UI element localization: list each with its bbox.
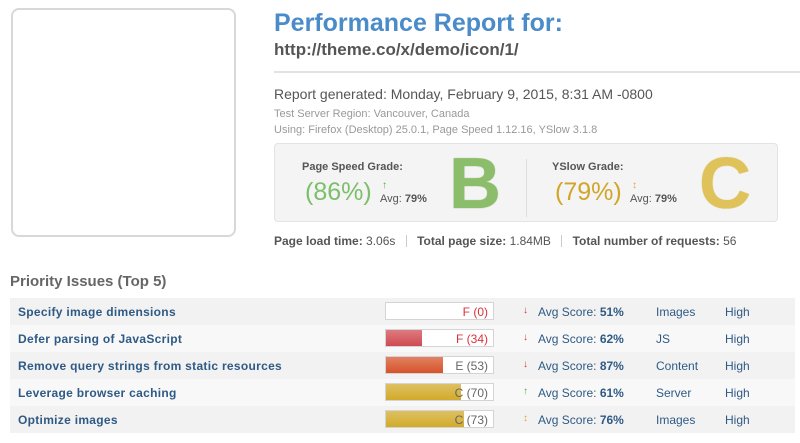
issue-type: Content — [656, 359, 699, 373]
grade-bar-fill — [386, 384, 461, 400]
report-generated: Report generated: Monday, February 9, 20… — [274, 86, 653, 102]
requests-value: 56 — [723, 234, 737, 248]
yslow-letter-grade: C — [699, 144, 751, 224]
page-stats: Page load time: 3.06s Total page size: 1… — [274, 234, 736, 248]
yslow-label: YSlow Grade: — [552, 161, 624, 173]
requests-label: Total number of requests: — [572, 234, 720, 248]
grade-bar: C (73) — [385, 410, 494, 428]
issue-type: JS — [656, 332, 671, 346]
grade-bar-fill — [386, 330, 423, 346]
grade-bar: C (70) — [385, 383, 494, 401]
grade-score: F (34) — [455, 332, 488, 346]
issue-row[interactable]: Leverage browser caching C (70) ↑ Avg Sc… — [10, 379, 795, 406]
trend-up-icon: ↑ — [523, 386, 528, 397]
priority-issues-title: Priority Issues (Top 5) — [10, 273, 167, 290]
avg-score: Avg Score: 51% — [538, 305, 624, 319]
issue-type: Images — [656, 305, 696, 319]
grades-panel: Page Speed Grade: (86%) ↑ Avg: 79% B YSl… — [274, 143, 778, 222]
page-size-value: 1.84MB — [509, 234, 551, 248]
grade-bar: F (0) — [385, 302, 494, 320]
trend-neutral-icon: ↕ — [523, 413, 528, 424]
stats-separator — [405, 235, 407, 247]
avg-score: Avg Score: 76% — [538, 413, 624, 427]
page-screenshot-thumbnail — [11, 8, 236, 237]
issue-type: Server — [656, 386, 692, 400]
grade-bar: E (53) — [385, 356, 494, 374]
stats-separator — [561, 235, 563, 247]
pagespeed-avg: Avg: 79% — [380, 193, 427, 205]
page-title: Performance Report for: — [274, 9, 563, 37]
test-using: Using: Firefox (Desktop) 25.0.1, Page Sp… — [274, 124, 598, 136]
pagespeed-letter-grade: B — [449, 144, 501, 224]
pagespeed-percent: (86%) — [305, 178, 372, 206]
issue-priority: High — [725, 305, 750, 319]
yslow-avg: Avg: 79% — [630, 193, 677, 205]
priority-issues-table: Specify image dimensions F (0) ↓ Avg Sco… — [10, 298, 795, 433]
yslow-percent: (79%) — [555, 178, 622, 206]
grade-bar-fill — [386, 411, 465, 427]
grade-bar-fill — [386, 357, 443, 373]
page-size-label: Total page size: — [417, 234, 507, 248]
issue-name[interactable]: Leverage browser caching — [18, 386, 177, 400]
issue-priority: High — [725, 413, 750, 427]
issue-row[interactable]: Remove query strings from static resourc… — [10, 352, 795, 379]
report-header: Performance Report for: http://theme.co/… — [274, 8, 800, 138]
avg-score: Avg Score: 87% — [538, 359, 624, 373]
grade-score: C (73) — [454, 413, 488, 427]
issue-name[interactable]: Specify image dimensions — [18, 305, 176, 319]
trend-down-icon: ↓ — [523, 359, 528, 370]
grade-score: E (53) — [455, 359, 488, 373]
issue-row[interactable]: Optimize images C (73) ↕ Avg Score: 76% … — [10, 406, 795, 433]
trend-neutral-icon: ↕ — [632, 180, 637, 191]
load-time-value: 3.06s — [366, 234, 396, 248]
issue-priority: High — [725, 332, 750, 346]
issue-name[interactable]: Optimize images — [18, 413, 118, 427]
grades-divider — [526, 159, 527, 217]
pagespeed-label: Page Speed Grade: — [302, 161, 403, 173]
issue-name[interactable]: Remove query strings from static resourc… — [18, 359, 283, 373]
issue-name[interactable]: Defer parsing of JavaScript — [18, 332, 183, 346]
issue-priority: High — [725, 386, 750, 400]
issue-row[interactable]: Specify image dimensions F (0) ↓ Avg Sco… — [10, 298, 795, 325]
report-url[interactable]: http://theme.co/x/demo/icon/1/ — [274, 40, 519, 59]
avg-score: Avg Score: 61% — [538, 386, 624, 400]
grade-score: F (0) — [462, 305, 488, 319]
issue-type: Images — [656, 413, 696, 427]
issue-priority: High — [725, 359, 750, 373]
avg-score: Avg Score: 62% — [538, 332, 624, 346]
issue-row[interactable]: Defer parsing of JavaScript F (34) ↓ Avg… — [10, 325, 795, 352]
header-divider — [274, 71, 800, 73]
trend-down-icon: ↓ — [523, 332, 528, 343]
load-time-label: Page load time: — [274, 234, 363, 248]
test-server-region: Test Server Region: Vancouver, Canada — [274, 108, 470, 120]
grade-bar: F (34) — [385, 329, 494, 347]
grade-score: C (70) — [454, 386, 488, 400]
trend-down-icon: ↓ — [523, 305, 528, 316]
trend-up-icon: ↑ — [382, 180, 387, 191]
